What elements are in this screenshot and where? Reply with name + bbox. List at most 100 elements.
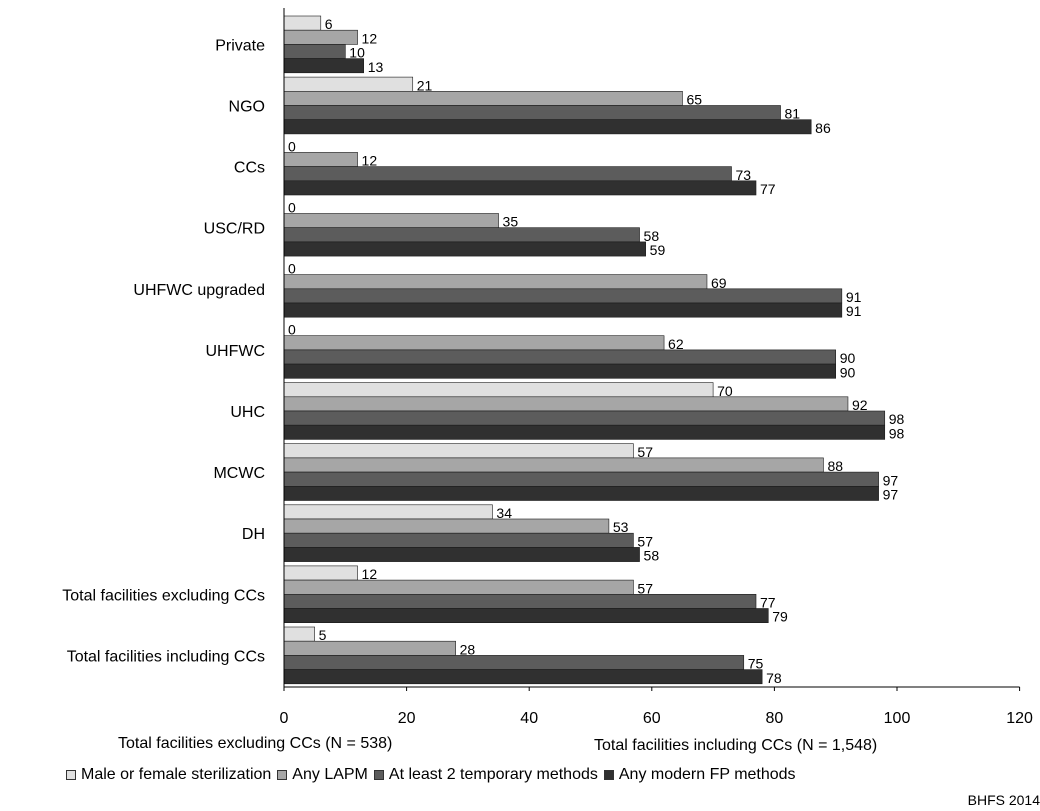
data-label: 21 [417,77,433,93]
data-label: 90 [840,350,856,366]
bar [283,44,346,59]
category-label: Total facilities including CCs [67,648,265,665]
bar [283,288,843,304]
bar [283,227,640,243]
data-label: 65 [686,92,702,108]
category-label: Total facilities excluding CCs [62,587,265,604]
bar [283,504,493,520]
category-label: UHFWC [205,343,265,360]
bar [283,410,886,426]
bar [283,547,640,562]
x-tick-label: 40 [520,710,538,727]
bar [283,655,745,670]
bar [283,565,358,581]
x-tick-label: 80 [766,710,784,727]
bar [283,15,322,31]
data-label: 12 [362,566,378,582]
legend-swatch-modern-fp [603,770,614,780]
data-label: 97 [883,487,899,503]
data-label: 79 [772,609,788,625]
legend-label-temporary: At least 2 temporary methods [388,766,598,783]
bar [283,485,879,501]
data-label: 75 [748,656,764,672]
data-label: 57 [637,580,653,596]
bar [283,29,358,45]
x-tick-label: 0 [280,710,289,727]
data-label: 77 [760,181,776,197]
bar [283,105,781,120]
x-tick-label: 20 [398,710,416,727]
data-label: 57 [637,444,653,460]
legend-swatch-temporary [373,770,384,780]
bar [283,626,315,642]
data-label: 59 [650,242,666,258]
category-label: CCs [234,160,265,177]
data-label: 0 [288,138,296,154]
bar [283,349,837,365]
bar [283,302,843,318]
bar [283,457,824,473]
data-label: 88 [827,458,843,474]
bar [283,241,646,257]
bar [283,382,714,398]
data-label: 77 [760,595,776,611]
x-tick-label: 100 [884,710,911,727]
legend-swatch-sterilization [66,770,76,780]
data-label: 57 [637,533,653,549]
legend-item-modern-fp: Any modern FP methods [603,766,796,784]
bar [283,396,849,412]
data-label: 98 [889,425,905,441]
data-label: 73 [735,167,751,183]
bar [283,518,610,534]
category-label: UHFWC upgraded [133,282,265,299]
note-including-ccs: Total facilities including CCs (N = 1,54… [594,737,878,754]
bar [283,335,665,351]
legend-label-modern-fp: Any modern FP methods [618,766,796,783]
bar [283,424,886,440]
data-label: 12 [362,30,378,46]
data-label: 91 [846,289,862,305]
data-label: 69 [711,275,727,291]
data-label: 81 [785,106,801,122]
data-label: 91 [846,303,862,319]
data-label: 86 [815,120,831,136]
bar [283,608,769,623]
bar-chart: Private6121013NGO21658186CCs0127377USC/R… [62,8,1033,727]
bar [283,669,763,685]
data-label: 28 [460,641,476,657]
bar [283,532,634,548]
source-label: BHFS 2014 [967,792,1040,808]
category-label: MCWC [213,465,265,482]
data-label: 53 [613,519,629,535]
legend-label-sterilization: Male or female sterilization [81,766,272,783]
data-label: 5 [319,627,327,643]
data-label: 10 [349,45,365,61]
data-label: 13 [368,59,384,75]
legend-item-lapm: Any LAPM [277,766,368,784]
data-label: 12 [362,153,378,169]
data-label: 0 [288,200,296,216]
bar [283,443,634,459]
data-label: 97 [883,472,899,488]
legend-item-sterilization: Male or female sterilization [66,766,271,784]
bar [283,579,634,595]
bar [283,640,456,656]
data-label: 62 [668,336,684,352]
data-label: 58 [644,228,660,244]
bar [283,363,837,379]
data-label: 0 [288,322,296,338]
x-tick-label: 120 [1006,710,1033,727]
bar [283,91,683,106]
bar [283,274,708,290]
data-label: 78 [766,670,782,686]
category-label: USC/RD [204,221,265,238]
bar [283,76,414,92]
x-tick-label: 60 [643,710,661,727]
note-excluding-ccs: Total facilities excluding CCs (N = 538) [118,735,393,752]
bar [283,119,812,135]
bar [283,471,879,487]
bar [283,58,364,74]
data-label: 34 [496,505,512,521]
data-label: 6 [325,16,333,32]
legend-item-temporary: At least 2 temporary methods [373,766,598,784]
